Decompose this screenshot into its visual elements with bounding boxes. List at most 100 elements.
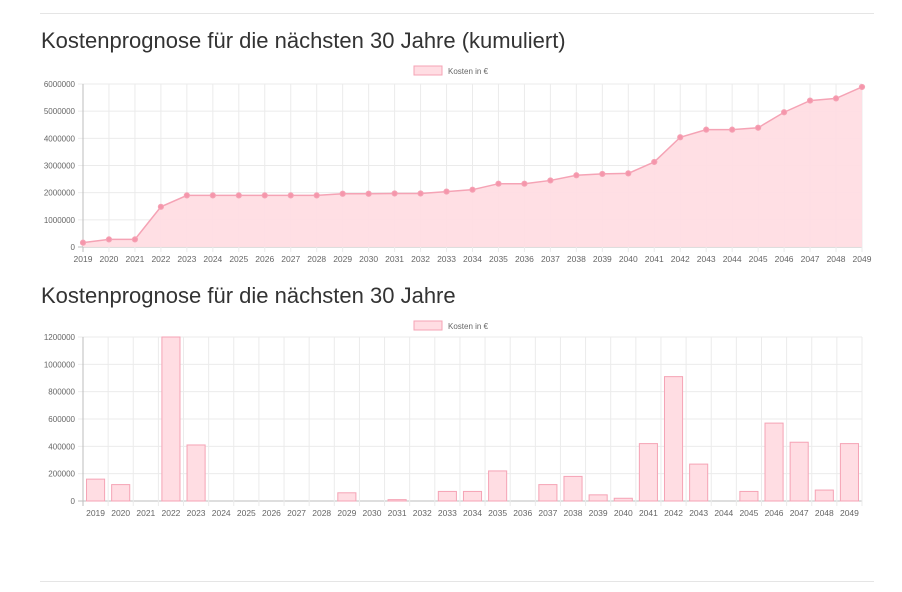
x-tick-label: 2028 xyxy=(312,508,331,518)
x-tick-label: 2041 xyxy=(645,254,664,264)
bar xyxy=(638,443,658,502)
data-point xyxy=(806,97,814,104)
x-tick-label: 2027 xyxy=(287,508,306,518)
series-area xyxy=(83,86,862,247)
data-point xyxy=(729,126,736,133)
data-point xyxy=(157,203,164,210)
x-tick-label: 2030 xyxy=(363,508,382,518)
data-point xyxy=(495,180,502,187)
x-tick-label: 2045 xyxy=(739,508,758,518)
bar xyxy=(739,490,759,502)
x-tick-label: 2027 xyxy=(281,254,300,264)
bar xyxy=(538,484,558,502)
chart-2-title: Kostenprognose für die nächsten 30 Jahre xyxy=(41,283,456,308)
data-point xyxy=(313,192,320,199)
x-tick-label: 2025 xyxy=(229,254,248,264)
data-point xyxy=(339,190,346,197)
annual-cost-chart: Kosten in € 0 200000 400000 600000 800000 1000… xyxy=(44,320,863,518)
x-tick-label: 2019 xyxy=(74,254,93,264)
y-tick-label: 5000000 xyxy=(44,107,76,116)
x-tick-label: 2033 xyxy=(438,508,457,518)
data-point xyxy=(755,124,762,131)
x-tick-label: 2044 xyxy=(723,254,742,264)
x-tick-label: 2038 xyxy=(564,508,583,518)
legend-swatch xyxy=(413,65,443,76)
data-point xyxy=(469,186,476,193)
x-tick-label: 2020 xyxy=(111,508,130,518)
data-point xyxy=(599,170,606,178)
bar xyxy=(186,444,206,502)
bar xyxy=(488,470,508,502)
y-tick-label: 0 xyxy=(71,243,76,252)
x-tick-label: 2049 xyxy=(840,508,859,518)
x-tick-label: 2042 xyxy=(664,508,683,518)
x-tick-label: 2040 xyxy=(614,508,633,518)
bottom-divider xyxy=(40,581,874,582)
data-point xyxy=(443,188,450,195)
bar xyxy=(839,443,859,502)
x-tick-label: 2042 xyxy=(671,254,690,264)
x-tick-label: 2022 xyxy=(161,508,180,518)
data-point xyxy=(209,192,216,199)
x-tick-label: 2036 xyxy=(513,508,532,518)
bar xyxy=(814,489,834,502)
cumulative-cost-chart: Kosten in € 0 1000000 2000000 3000000 4000000… xyxy=(44,65,872,264)
y-tick-label: 200000 xyxy=(48,470,75,479)
data-point xyxy=(573,172,580,179)
data-point xyxy=(131,236,139,243)
y-tick-label: 3000000 xyxy=(44,162,76,171)
x-tick-label: 2048 xyxy=(815,508,834,518)
data-point xyxy=(261,192,268,199)
data-point xyxy=(391,190,398,197)
x-tick-label: 2036 xyxy=(515,254,534,264)
bar xyxy=(689,463,709,502)
x-tick-label: 2040 xyxy=(619,254,638,264)
x-tick-label: 2044 xyxy=(714,508,733,518)
data-point xyxy=(287,192,294,199)
data-point xyxy=(521,180,528,187)
x-tick-label: 2037 xyxy=(541,254,560,264)
x-tick-label: 2029 xyxy=(337,508,356,518)
x-tick-label: 2049 xyxy=(853,254,872,264)
x-tick-label: 2041 xyxy=(639,508,658,518)
legend-label: Kosten in € xyxy=(448,322,489,331)
x-tick-label: 2033 xyxy=(437,254,456,264)
y-tick-label: 400000 xyxy=(48,442,75,451)
y-tick-label: 1000000 xyxy=(44,216,76,225)
bar xyxy=(563,475,583,502)
y-tick-label: 4000000 xyxy=(44,134,76,143)
y-tick-label: 1000000 xyxy=(44,360,76,369)
bar xyxy=(613,497,633,502)
y-tick-label: 0 xyxy=(71,497,76,506)
data-point xyxy=(183,192,190,199)
x-tick-label: 2026 xyxy=(255,254,274,264)
data-point xyxy=(417,190,424,197)
chart-1-title: Kostenprognose für die nächsten 30 Jahre… xyxy=(41,28,566,53)
bar xyxy=(663,376,684,502)
bar xyxy=(111,484,131,502)
data-point xyxy=(703,126,710,133)
x-tick-label: 2028 xyxy=(307,254,326,264)
x-tick-label: 2024 xyxy=(203,254,222,264)
x-tick-label: 2023 xyxy=(177,254,196,264)
bar xyxy=(86,478,106,502)
data-point xyxy=(858,83,866,91)
bar xyxy=(387,499,407,502)
legend-label: Kosten in € xyxy=(448,67,489,76)
y-tick-label: 1200000 xyxy=(44,333,76,342)
x-tick-label: 2025 xyxy=(237,508,256,518)
bar xyxy=(789,441,809,502)
x-tick-label: 2046 xyxy=(765,508,784,518)
x-tick-label: 2043 xyxy=(689,508,708,518)
bar xyxy=(337,492,357,502)
bar xyxy=(462,490,483,502)
y-tick-label: 6000000 xyxy=(44,80,76,89)
x-tick-label: 2032 xyxy=(411,254,430,264)
x-tick-label: 2048 xyxy=(827,254,846,264)
bar xyxy=(161,336,181,502)
x-tick-label: 2021 xyxy=(136,508,155,518)
x-tick-label: 2037 xyxy=(538,508,557,518)
x-tick-label: 2024 xyxy=(212,508,231,518)
data-point xyxy=(547,177,554,184)
x-tick-label: 2034 xyxy=(463,254,482,264)
